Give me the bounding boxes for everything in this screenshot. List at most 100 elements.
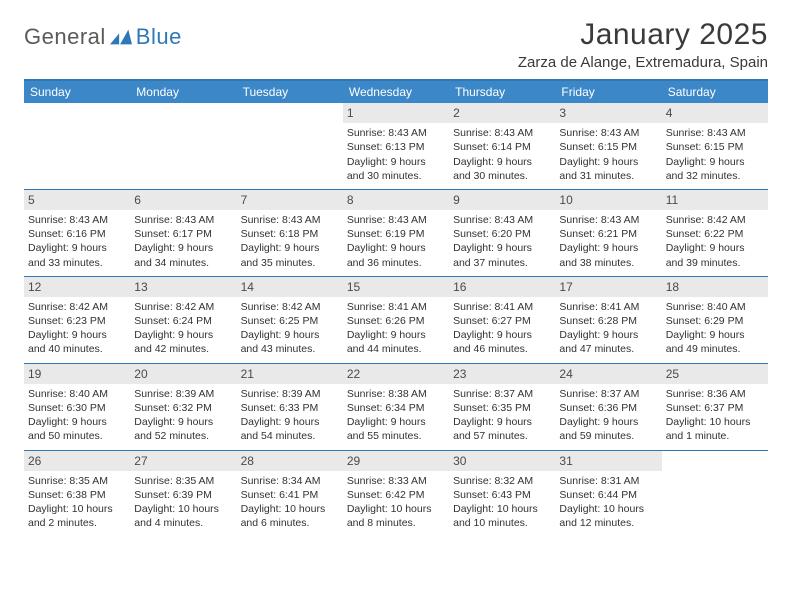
- calendar-week: 1Sunrise: 8:43 AMSunset: 6:13 PMDaylight…: [24, 103, 768, 189]
- day-number: 19: [24, 364, 130, 384]
- calendar-day: 30Sunrise: 8:32 AMSunset: 6:43 PMDayligh…: [449, 451, 555, 537]
- sunrise-text: Sunrise: 8:31 AM: [559, 474, 657, 488]
- calendar-day: 13Sunrise: 8:42 AMSunset: 6:24 PMDayligh…: [130, 277, 236, 363]
- sunset-text: Sunset: 6:34 PM: [347, 401, 445, 415]
- weekday-header: Saturday: [662, 81, 768, 103]
- day-number: 10: [555, 190, 661, 210]
- logo: General Blue: [24, 24, 182, 50]
- calendar-day: 6Sunrise: 8:43 AMSunset: 6:17 PMDaylight…: [130, 190, 236, 276]
- day-number: 8: [343, 190, 449, 210]
- day-number: 12: [24, 277, 130, 297]
- calendar-grid: Sunday Monday Tuesday Wednesday Thursday…: [24, 79, 768, 536]
- sunrise-text: Sunrise: 8:38 AM: [347, 387, 445, 401]
- calendar-day: 15Sunrise: 8:41 AMSunset: 6:26 PMDayligh…: [343, 277, 449, 363]
- sunset-text: Sunset: 6:26 PM: [347, 314, 445, 328]
- calendar-day: [237, 103, 343, 189]
- daylight-text: Daylight: 9 hours and 36 minutes.: [347, 241, 445, 269]
- calendar-day: 31 Sunrise: 8:31 AMSunset: 6:44 PMDayligh…: [555, 451, 661, 537]
- sunrise-text: Sunrise: 8:43 AM: [559, 126, 657, 140]
- day-number: 18: [662, 277, 768, 297]
- daylight-text: Daylight: 9 hours and 38 minutes.: [559, 241, 657, 269]
- sunset-text: Sunset: 6:36 PM: [559, 401, 657, 415]
- sunset-text: Sunset: 6:30 PM: [28, 401, 126, 415]
- day-number: 16: [449, 277, 555, 297]
- daylight-text: Daylight: 10 hours and 2 minutes.: [28, 502, 126, 530]
- sunrise-text: Sunrise: 8:42 AM: [241, 300, 339, 314]
- sunset-text: Sunset: 6:44 PM: [559, 488, 657, 502]
- daylight-text: Daylight: 9 hours and 40 minutes.: [28, 328, 126, 356]
- sunset-text: Sunset: 6:19 PM: [347, 227, 445, 241]
- calendar-day: 29Sunrise: 8:33 AMSunset: 6:42 PMDayligh…: [343, 451, 449, 537]
- day-number: 17: [555, 277, 661, 297]
- daylight-text: Daylight: 10 hours and 10 minutes.: [453, 502, 551, 530]
- day-number: 7: [237, 190, 343, 210]
- daylight-text: Daylight: 9 hours and 49 minutes.: [666, 328, 764, 356]
- calendar-day: 12Sunrise: 8:42 AMSunset: 6:23 PMDayligh…: [24, 277, 130, 363]
- day-number: 23: [449, 364, 555, 384]
- day-number: 31: [555, 451, 661, 471]
- sunset-text: Sunset: 6:17 PM: [134, 227, 232, 241]
- sunrise-text: Sunrise: 8:40 AM: [666, 300, 764, 314]
- sunset-text: Sunset: 6:29 PM: [666, 314, 764, 328]
- sunset-text: Sunset: 6:37 PM: [666, 401, 764, 415]
- daylight-text: Daylight: 9 hours and 31 minutes.: [559, 155, 657, 183]
- sunrise-text: Sunrise: 8:36 AM: [666, 387, 764, 401]
- daylight-text: Daylight: 9 hours and 30 minutes.: [453, 155, 551, 183]
- day-number: 4: [662, 103, 768, 123]
- daylight-text: Daylight: 9 hours and 39 minutes.: [666, 241, 764, 269]
- logo-mark-icon: [110, 29, 132, 45]
- sunset-text: Sunset: 6:23 PM: [28, 314, 126, 328]
- daylight-text: Daylight: 9 hours and 43 minutes.: [241, 328, 339, 356]
- calendar-day: 24Sunrise: 8:37 AMSunset: 6:36 PMDayligh…: [555, 364, 661, 450]
- sunset-text: Sunset: 6:15 PM: [666, 140, 764, 154]
- day-number: 3: [555, 103, 661, 123]
- sunset-text: Sunset: 6:35 PM: [453, 401, 551, 415]
- sunrise-text: Sunrise: 8:39 AM: [134, 387, 232, 401]
- day-number: 2: [449, 103, 555, 123]
- calendar-day: 5Sunrise: 8:43 AMSunset: 6:16 PMDaylight…: [24, 190, 130, 276]
- calendar-day: [130, 103, 236, 189]
- sunrise-text: Sunrise: 8:43 AM: [347, 126, 445, 140]
- sunrise-text: Sunrise: 8:43 AM: [559, 213, 657, 227]
- daylight-text: Daylight: 9 hours and 32 minutes.: [666, 155, 764, 183]
- sunset-text: Sunset: 6:27 PM: [453, 314, 551, 328]
- month-title: January 2025: [518, 18, 768, 52]
- daylight-text: Daylight: 10 hours and 8 minutes.: [347, 502, 445, 530]
- daylight-text: Daylight: 9 hours and 34 minutes.: [134, 241, 232, 269]
- daylight-text: Daylight: 9 hours and 55 minutes.: [347, 415, 445, 443]
- sunrise-text: Sunrise: 8:43 AM: [134, 213, 232, 227]
- daylight-text: Daylight: 10 hours and 6 minutes.: [241, 502, 339, 530]
- calendar-day: 21Sunrise: 8:39 AMSunset: 6:33 PMDayligh…: [237, 364, 343, 450]
- sunrise-text: Sunrise: 8:32 AM: [453, 474, 551, 488]
- daylight-text: Daylight: 9 hours and 30 minutes.: [347, 155, 445, 183]
- sunrise-text: Sunrise: 8:43 AM: [453, 126, 551, 140]
- weeks-container: 1Sunrise: 8:43 AMSunset: 6:13 PMDaylight…: [24, 103, 768, 536]
- sunrise-text: Sunrise: 8:40 AM: [28, 387, 126, 401]
- calendar-day: 8 Sunrise: 8:43 AMSunset: 6:19 PMDaylight…: [343, 190, 449, 276]
- sunrise-text: Sunrise: 8:43 AM: [453, 213, 551, 227]
- sunrise-text: Sunrise: 8:37 AM: [453, 387, 551, 401]
- logo-text-general: General: [24, 24, 106, 50]
- weekday-header: Wednesday: [343, 81, 449, 103]
- day-number: 30: [449, 451, 555, 471]
- sunrise-text: Sunrise: 8:43 AM: [347, 213, 445, 227]
- sunrise-text: Sunrise: 8:35 AM: [134, 474, 232, 488]
- weekday-header: Monday: [130, 81, 236, 103]
- daylight-text: Daylight: 10 hours and 12 minutes.: [559, 502, 657, 530]
- sunrise-text: Sunrise: 8:35 AM: [28, 474, 126, 488]
- sunset-text: Sunset: 6:21 PM: [559, 227, 657, 241]
- weekday-header: Tuesday: [237, 81, 343, 103]
- title-block: January 2025 Zarza de Alange, Extremadur…: [518, 18, 768, 71]
- weekday-header-row: Sunday Monday Tuesday Wednesday Thursday…: [24, 81, 768, 103]
- sunrise-text: Sunrise: 8:34 AM: [241, 474, 339, 488]
- calendar-day: 17Sunrise: 8:41 AMSunset: 6:28 PMDayligh…: [555, 277, 661, 363]
- calendar-week: 5Sunrise: 8:43 AMSunset: 6:16 PMDaylight…: [24, 189, 768, 276]
- sunrise-text: Sunrise: 8:41 AM: [347, 300, 445, 314]
- daylight-text: Daylight: 9 hours and 44 minutes.: [347, 328, 445, 356]
- sunrise-text: Sunrise: 8:33 AM: [347, 474, 445, 488]
- calendar-day: 20Sunrise: 8:39 AMSunset: 6:32 PMDayligh…: [130, 364, 236, 450]
- calendar-day: 14Sunrise: 8:42 AMSunset: 6:25 PMDayligh…: [237, 277, 343, 363]
- sunset-text: Sunset: 6:41 PM: [241, 488, 339, 502]
- sunset-text: Sunset: 6:28 PM: [559, 314, 657, 328]
- daylight-text: Daylight: 9 hours and 35 minutes.: [241, 241, 339, 269]
